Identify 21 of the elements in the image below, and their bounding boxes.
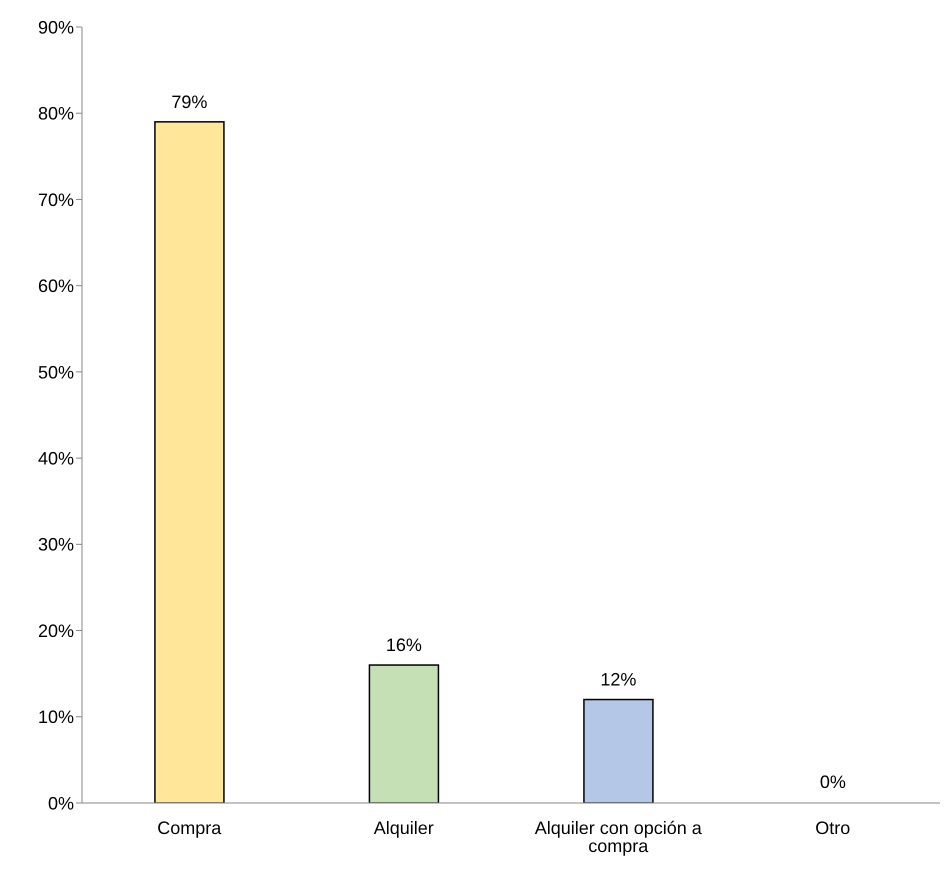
data-label: 12% bbox=[600, 670, 636, 690]
bar bbox=[368, 664, 440, 803]
y-tick-label: 90% bbox=[38, 17, 74, 38]
y-tick-label: 80% bbox=[38, 104, 74, 124]
x-tick-label: Alquiler bbox=[374, 818, 434, 838]
y-tick-label: 20% bbox=[38, 620, 74, 641]
y-tick-label: 50% bbox=[38, 362, 74, 382]
x-tick-label: Otro bbox=[815, 818, 850, 838]
bar bbox=[583, 698, 654, 803]
y-tick-label: 60% bbox=[38, 276, 74, 296]
bar bbox=[154, 121, 225, 803]
y-tick-label: 30% bbox=[38, 534, 74, 555]
y-tick-label: 40% bbox=[38, 448, 74, 468]
y-tick-label: 70% bbox=[38, 190, 74, 210]
data-label: 16% bbox=[386, 635, 422, 656]
y-tick-label: 10% bbox=[38, 707, 74, 728]
x-tick-label: Alquiler con opción a compra bbox=[534, 818, 703, 856]
data-label: 79% bbox=[171, 92, 208, 112]
data-label: 0% bbox=[820, 772, 846, 792]
y-tick-label: 0% bbox=[48, 793, 74, 814]
x-tick-label: Compra bbox=[157, 818, 222, 838]
